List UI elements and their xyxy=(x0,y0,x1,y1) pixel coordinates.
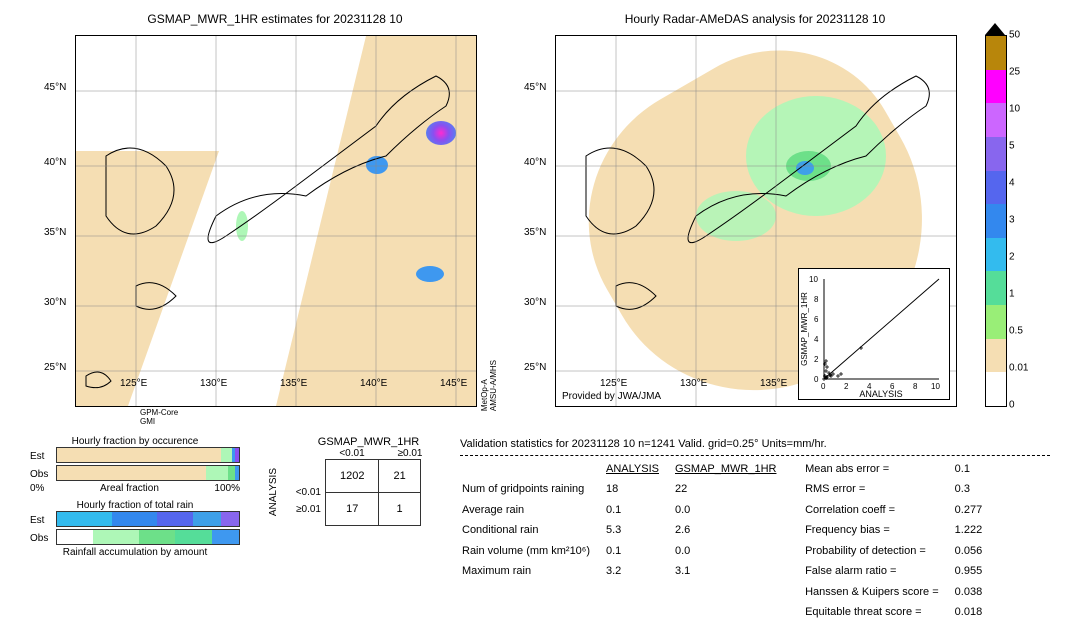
colorbar-arrow-top xyxy=(985,23,1005,35)
contingency-header: GSMAP_MWR_1HR xyxy=(298,436,439,448)
lat-tick: 25°N xyxy=(524,362,546,373)
axis-right: 100% xyxy=(214,483,240,494)
scatter-xlabel: ANALYSIS xyxy=(859,389,902,399)
left-map-footer-right: MetOp-A AMSU-A/MHS xyxy=(480,360,498,411)
precip-area xyxy=(796,161,814,175)
precip-blob xyxy=(426,121,456,145)
lat-tick: 40°N xyxy=(44,157,66,168)
col-header: ANALYSIS xyxy=(606,460,673,479)
row-label: Obs xyxy=(30,469,56,480)
row-label: ≥0.01 xyxy=(283,504,325,515)
lon-tick: 135°E xyxy=(760,378,787,389)
col-label: <0.01 xyxy=(323,448,381,459)
svg-text:6: 6 xyxy=(814,315,819,324)
ct-cell: 1202 xyxy=(326,460,379,493)
lon-tick: 135°E xyxy=(280,378,307,389)
lat-tick: 30°N xyxy=(524,297,546,308)
col-header: GSMAP_MWR_1HR xyxy=(675,460,790,479)
axis-label: Areal fraction xyxy=(100,483,159,494)
validation-block: Validation statistics for 20231128 10 n=… xyxy=(460,436,1050,624)
hourly-occurrence-title: Hourly fraction by occurence xyxy=(30,436,240,447)
right-map-title: Hourly Radar-AMeDAS analysis for 2023112… xyxy=(555,12,955,26)
axis-left: 0% xyxy=(30,483,44,494)
row-label: Obs xyxy=(30,533,56,544)
left-map-title: GSMAP_MWR_1HR estimates for 20231128 10 xyxy=(75,12,475,26)
total-obs-bar xyxy=(56,529,240,545)
precip-area xyxy=(696,191,776,241)
left-map-panel xyxy=(75,35,477,407)
validation-title: Validation statistics for 20231128 10 n=… xyxy=(460,436,1050,453)
validation-table: ANALYSIS GSMAP_MWR_1HR Num of gridpoints… xyxy=(460,458,792,583)
contingency-block: GSMAP_MWR_1HR ANALYSIS <0.01 ≥0.01 <0.01… xyxy=(268,436,439,537)
svg-text:10: 10 xyxy=(809,275,818,284)
ct-cell: 17 xyxy=(326,493,379,526)
svg-text:4: 4 xyxy=(814,335,819,344)
lat-tick: 45°N xyxy=(524,82,546,93)
hourly-occurrence-block: Hourly fraction by occurence Est Obs 0% … xyxy=(30,436,240,558)
svg-text:10: 10 xyxy=(931,382,940,391)
lat-tick: 30°N xyxy=(44,297,66,308)
hourly-total-footer: Rainfall accumulation by amount xyxy=(30,547,240,558)
colorbar: 502510543210.50.010 xyxy=(985,35,1005,405)
scatter-ylabel: GSMAP_MWR_1HR xyxy=(800,292,809,366)
precip-blob xyxy=(416,266,444,282)
lat-tick: 45°N xyxy=(44,82,66,93)
hourly-total-title: Hourly fraction of total rain xyxy=(30,500,240,511)
lon-tick: 140°E xyxy=(360,378,387,389)
svg-text:2: 2 xyxy=(814,355,819,364)
row-label: <0.01 xyxy=(283,487,325,498)
precip-blob xyxy=(366,156,388,174)
svg-text:2: 2 xyxy=(844,382,849,391)
lon-tick: 125°E xyxy=(600,378,627,389)
lon-tick: 145°E xyxy=(440,378,467,389)
row-label: Est xyxy=(30,451,56,462)
validation-metrics: Mean abs error =0.1RMS error =0.3Correla… xyxy=(803,458,998,624)
provider-label: Provided by JWA/JMA xyxy=(562,391,661,402)
lon-tick: 125°E xyxy=(120,378,147,389)
total-est-bar xyxy=(56,511,240,527)
swath-right xyxy=(276,36,476,406)
contingency-row-axis: ANALYSIS xyxy=(268,468,279,516)
lon-tick: 130°E xyxy=(200,378,227,389)
precip-blob xyxy=(236,211,248,241)
svg-text:8: 8 xyxy=(913,382,918,391)
col-label: ≥0.01 xyxy=(381,448,439,459)
lat-tick: 35°N xyxy=(44,227,66,238)
right-map-panel: Provided by JWA/JMA 024 6810 024 6810 xyxy=(555,35,957,407)
svg-text:8: 8 xyxy=(814,295,819,304)
lat-tick: 25°N xyxy=(44,362,66,373)
svg-text:0: 0 xyxy=(821,382,826,391)
lon-tick: 130°E xyxy=(680,378,707,389)
lat-tick: 40°N xyxy=(524,157,546,168)
occurrence-est-bar xyxy=(56,447,240,463)
ct-cell: 21 xyxy=(379,460,420,493)
lat-tick: 35°N xyxy=(524,227,546,238)
occurrence-obs-bar xyxy=(56,465,240,481)
ct-cell: 1 xyxy=(379,493,420,526)
row-label: Est xyxy=(30,515,56,526)
scatter-plot: 024 6810 024 6810 xyxy=(798,268,950,400)
left-map-footer-left: GPM-Core GMI xyxy=(140,408,178,426)
svg-text:0: 0 xyxy=(814,375,819,384)
contingency-table: 120221 171 xyxy=(325,459,421,526)
